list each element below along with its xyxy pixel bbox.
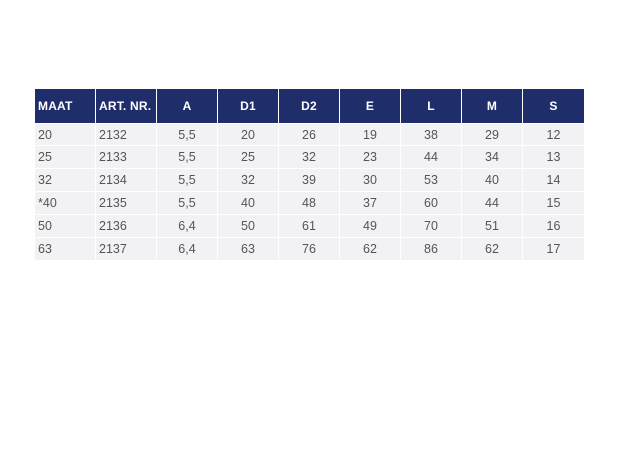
cell-s: 17 [523, 238, 584, 261]
cell-m: 51 [462, 215, 523, 238]
cell-a: 5,5 [157, 123, 218, 146]
cell-m: 62 [462, 238, 523, 261]
cell-d2: 48 [279, 192, 340, 215]
column-header-d2: D2 [279, 89, 340, 123]
cell-d1: 40 [218, 192, 279, 215]
column-header-m: M [462, 89, 523, 123]
cell-d1: 25 [218, 146, 279, 169]
cell-d2: 26 [279, 123, 340, 146]
cell-m: 34 [462, 146, 523, 169]
cell-art-nr: 2137 [96, 238, 157, 261]
cell-l: 38 [401, 123, 462, 146]
cell-maat: 63 [35, 238, 96, 261]
cell-maat: 25 [35, 146, 96, 169]
cell-l: 86 [401, 238, 462, 261]
cell-d1: 20 [218, 123, 279, 146]
column-header-maat: MAAT [35, 89, 96, 123]
cell-d1: 50 [218, 215, 279, 238]
cell-a: 6,4 [157, 238, 218, 261]
cell-art-nr: 2135 [96, 192, 157, 215]
cell-s: 16 [523, 215, 584, 238]
cell-d2: 61 [279, 215, 340, 238]
column-header-art-nr: ART. NR. [96, 89, 157, 123]
cell-a: 5,5 [157, 169, 218, 192]
cell-d2: 76 [279, 238, 340, 261]
column-header-e: E [340, 89, 401, 123]
column-header-l: L [401, 89, 462, 123]
cell-e: 19 [340, 123, 401, 146]
table-row: 20 2132 5,5 20 26 19 38 29 12 [35, 123, 584, 146]
table-row: *40 2135 5,5 40 48 37 60 44 15 [35, 192, 584, 215]
cell-e: 37 [340, 192, 401, 215]
cell-m: 44 [462, 192, 523, 215]
cell-l: 70 [401, 215, 462, 238]
cell-maat: *40 [35, 192, 96, 215]
cell-art-nr: 2136 [96, 215, 157, 238]
cell-s: 14 [523, 169, 584, 192]
cell-m: 40 [462, 169, 523, 192]
cell-s: 13 [523, 146, 584, 169]
cell-s: 15 [523, 192, 584, 215]
column-header-d1: D1 [218, 89, 279, 123]
cell-s: 12 [523, 123, 584, 146]
cell-art-nr: 2132 [96, 123, 157, 146]
cell-d1: 63 [218, 238, 279, 261]
cell-art-nr: 2133 [96, 146, 157, 169]
table-header-row: MAAT ART. NR. A D1 D2 E L M S [35, 89, 584, 123]
cell-e: 62 [340, 238, 401, 261]
cell-d2: 39 [279, 169, 340, 192]
table-body: 20 2132 5,5 20 26 19 38 29 12 25 2133 5,5 25 32 23 44 34… [35, 123, 584, 261]
cell-e: 30 [340, 169, 401, 192]
column-header-s: S [523, 89, 584, 123]
cell-l: 44 [401, 146, 462, 169]
cell-d1: 32 [218, 169, 279, 192]
cell-e: 23 [340, 146, 401, 169]
cell-e: 49 [340, 215, 401, 238]
column-header-a: A [157, 89, 218, 123]
cell-a: 6,4 [157, 215, 218, 238]
cell-m: 29 [462, 123, 523, 146]
cell-a: 5,5 [157, 192, 218, 215]
cell-l: 60 [401, 192, 462, 215]
cell-maat: 20 [35, 123, 96, 146]
cell-maat: 32 [35, 169, 96, 192]
cell-d2: 32 [279, 146, 340, 169]
cell-maat: 50 [35, 215, 96, 238]
table-row: 50 2136 6,4 50 61 49 70 51 16 [35, 215, 584, 238]
cell-l: 53 [401, 169, 462, 192]
dimensions-table: MAAT ART. NR. A D1 D2 E L M S 20 2132 5,5 2… [35, 89, 584, 261]
table-row: 32 2134 5,5 32 39 30 53 40 14 [35, 169, 584, 192]
table-row: 63 2137 6,4 63 76 62 86 62 17 [35, 238, 584, 261]
table-row: 25 2133 5,5 25 32 23 44 34 13 [35, 146, 584, 169]
cell-a: 5,5 [157, 146, 218, 169]
cell-art-nr: 2134 [96, 169, 157, 192]
